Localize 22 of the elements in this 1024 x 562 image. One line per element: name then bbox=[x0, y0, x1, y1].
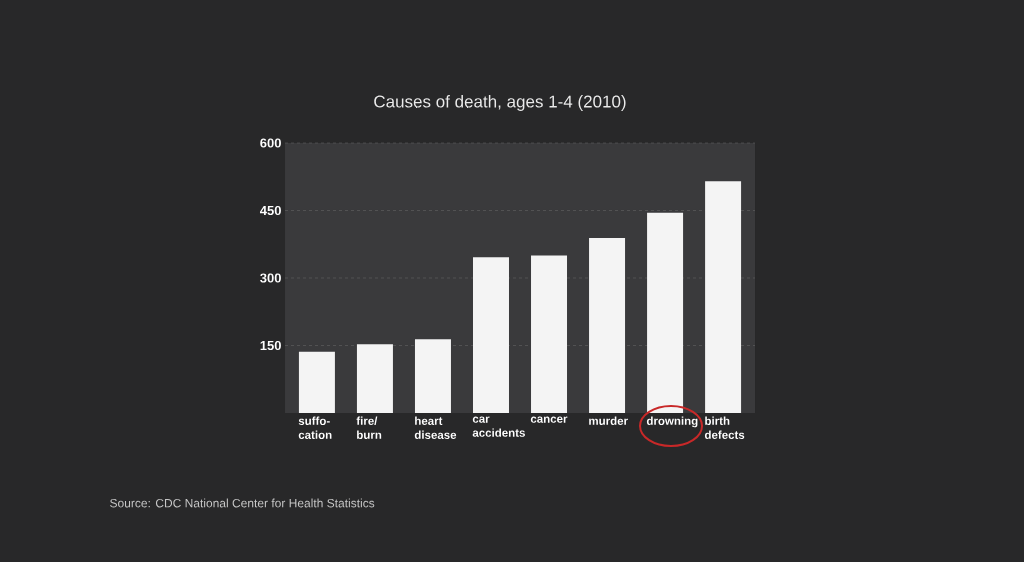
x-tick-label: car accidents bbox=[472, 416, 525, 437]
x-tick-label: cancer bbox=[530, 416, 568, 423]
x-tick-label: fire/ burn bbox=[356, 416, 382, 439]
x-tick-label: suffo- cation bbox=[298, 416, 332, 439]
x-tick-label: birth defects bbox=[704, 416, 745, 439]
y-tick-label: 150 bbox=[260, 340, 281, 351]
bar bbox=[298, 351, 335, 413]
source-note: Source: CDC National Center for Health Statistics bbox=[110, 498, 375, 508]
bar bbox=[414, 339, 451, 413]
bar bbox=[705, 181, 742, 413]
y-tick-label: 450 bbox=[259, 205, 281, 216]
x-tick-label: heart disease bbox=[414, 416, 457, 439]
y-tick-label: 300 bbox=[260, 273, 281, 283]
x-tick-label: murder bbox=[589, 416, 628, 425]
chart-title: Causes of death, ages 1-4 (2010) bbox=[374, 95, 626, 111]
bar bbox=[473, 257, 509, 413]
y-tick-label: 600 bbox=[260, 138, 281, 148]
bar bbox=[531, 255, 568, 413]
bar bbox=[589, 237, 626, 413]
bar bbox=[356, 344, 393, 413]
bar bbox=[647, 212, 684, 413]
x-tick-label: drowning bbox=[646, 416, 698, 428]
